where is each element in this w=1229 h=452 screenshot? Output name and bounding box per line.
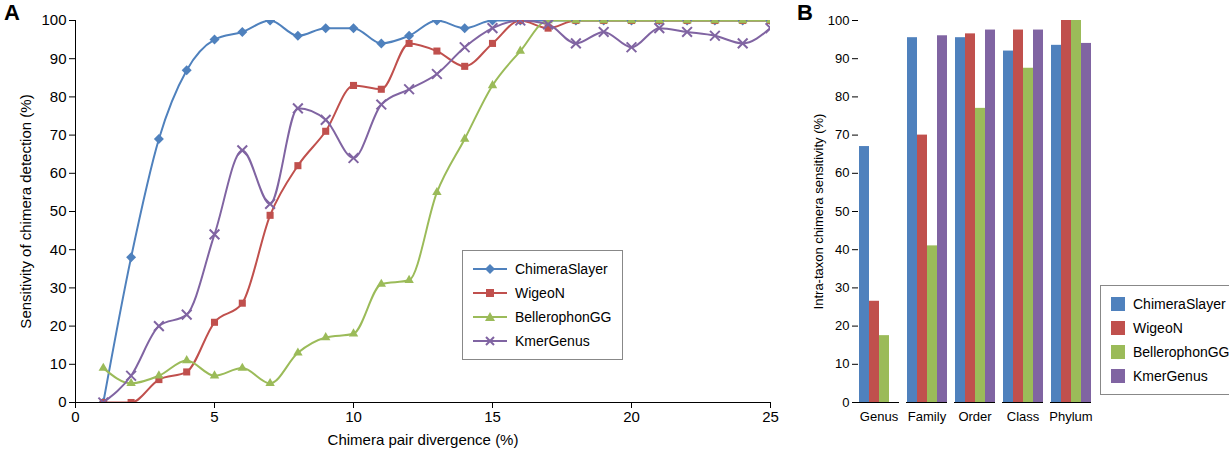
- svg-text:Intra-taxon chimera sensitivit: Intra-taxon chimera sensitivity (%): [811, 114, 826, 310]
- svg-text:Sensitivity of chimera detecti: Sensitivity of chimera detection (%): [17, 94, 34, 328]
- svg-text:0: 0: [58, 393, 66, 410]
- html-text:BellerophonGG: BellerophonGG: [1133, 344, 1229, 360]
- html-text:ChimeraSlayer: ChimeraSlayer: [1133, 296, 1226, 312]
- svg-text:30: 30: [50, 279, 67, 296]
- svg-text:Genus: Genus: [860, 409, 899, 424]
- svg-text:Class: Class: [1007, 409, 1040, 424]
- svg-text:70: 70: [835, 127, 849, 142]
- svg-text:60: 60: [50, 164, 67, 181]
- html-text:KmerGenus: KmerGenus: [515, 333, 590, 349]
- svg-text:90: 90: [50, 50, 67, 67]
- svg-text:5: 5: [210, 408, 218, 425]
- html-text:B: B: [797, 0, 813, 25]
- svg-text:15: 15: [484, 408, 501, 425]
- svg-text:90: 90: [835, 51, 849, 66]
- html-text:A: A: [4, 0, 20, 25]
- svg-text:80: 80: [50, 88, 67, 105]
- svg-text:80: 80: [835, 89, 849, 104]
- svg-text:Order: Order: [958, 409, 992, 424]
- svg-text:40: 40: [50, 241, 67, 258]
- svg-text:Family: Family: [908, 409, 947, 424]
- svg-text:20: 20: [50, 317, 67, 334]
- html-text:WigeoN: WigeoN: [515, 285, 565, 301]
- svg-text:60: 60: [835, 165, 849, 180]
- svg-text:50: 50: [50, 202, 67, 219]
- svg-text:100: 100: [41, 11, 66, 28]
- svg-text:20: 20: [835, 318, 849, 333]
- svg-text:70: 70: [50, 126, 67, 143]
- svg-text:50: 50: [835, 204, 849, 219]
- svg-text:0: 0: [71, 408, 79, 425]
- svg-text:Phylum: Phylum: [1049, 409, 1092, 424]
- html-text:BellerophonGG: BellerophonGG: [515, 309, 612, 325]
- svg-text:10: 10: [835, 356, 849, 371]
- svg-text:Chimera pair divergence (%): Chimera pair divergence (%): [328, 431, 519, 448]
- svg-text:10: 10: [345, 408, 362, 425]
- svg-text:10: 10: [50, 355, 67, 372]
- html-text:ChimeraSlayer: ChimeraSlayer: [515, 261, 608, 277]
- svg-text:20: 20: [623, 408, 640, 425]
- svg-text:0: 0: [842, 395, 849, 410]
- svg-text:30: 30: [835, 280, 849, 295]
- svg-text:100: 100: [828, 13, 850, 28]
- html-text:KmerGenus: KmerGenus: [1133, 368, 1208, 384]
- svg-text:40: 40: [835, 242, 849, 257]
- html-text:WigeoN: WigeoN: [1133, 320, 1183, 336]
- svg-text:25: 25: [762, 408, 779, 425]
